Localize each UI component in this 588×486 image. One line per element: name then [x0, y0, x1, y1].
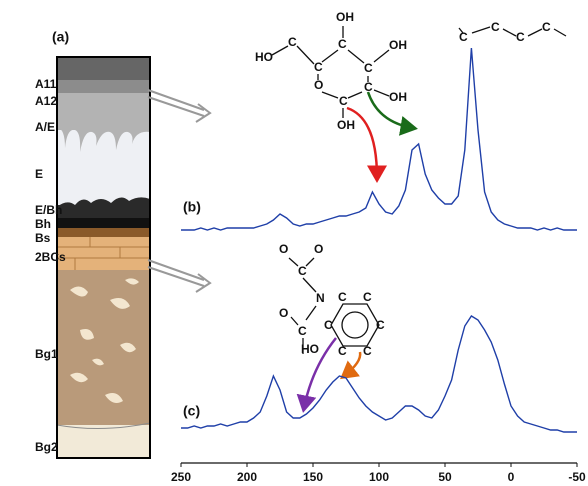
x-tick-label: 50 [438, 470, 452, 484]
x-tick-label: 100 [369, 470, 389, 484]
structure-label: C [338, 290, 347, 304]
horizon-label: Bg2 [35, 440, 58, 454]
x-tick-label: 200 [237, 470, 257, 484]
x-tick-label: 250 [171, 470, 191, 484]
x-tick-label: -50 [568, 470, 586, 484]
spectrum-line [181, 315, 577, 433]
structure-label: C [364, 80, 373, 94]
structure-label: O [279, 306, 288, 320]
structure-label: C [542, 20, 551, 34]
x-tick-label: 150 [303, 470, 323, 484]
structure-label: C [376, 318, 385, 332]
structure-label: C [491, 20, 500, 34]
structure-label: OH [336, 10, 354, 24]
structure-label: C [459, 30, 468, 44]
spectrum-line [181, 47, 577, 231]
structure-label: OH [389, 90, 407, 104]
horizon-label: A12 [35, 94, 57, 108]
structure-label: C [363, 290, 372, 304]
structure-label: OH [389, 38, 407, 52]
structure-label: OH [337, 118, 355, 132]
annotation-arrows [296, 91, 418, 413]
horizon-label: E/Bh [35, 203, 62, 217]
pointer-arrows [147, 89, 212, 293]
structure-label: C [298, 324, 307, 338]
structure-label: N [316, 291, 325, 305]
horizon-label: Bh [35, 217, 51, 231]
panel-label: (a) [52, 29, 69, 45]
structure-label: C [338, 37, 347, 51]
horizon-label: A/E [35, 120, 55, 134]
structure-label: C [288, 35, 297, 49]
structure-label: C [314, 60, 323, 74]
structure-label: C [363, 344, 372, 358]
panel-label: (b) [183, 199, 201, 215]
soil-column [56, 56, 151, 459]
structure-label: O [314, 242, 323, 256]
horizon-label: Bs [35, 231, 51, 245]
structure-label: C [339, 94, 348, 108]
structure-label: HO [255, 50, 273, 64]
x-tick-label: 0 [508, 470, 515, 484]
structure-label: C [324, 318, 333, 332]
structure-label: O [314, 78, 323, 92]
horizon-label: A11 [35, 77, 57, 91]
structure-label: C [516, 30, 525, 44]
structure-label: C [298, 264, 307, 278]
structure-label: HO [301, 342, 319, 356]
structure-bonds [271, 26, 567, 354]
structure-label: O [279, 242, 288, 256]
horizon-label: 2BCs [35, 250, 66, 264]
panel-label: (c) [183, 403, 200, 419]
structure-label: C [364, 61, 373, 75]
horizon-label: Bg1 [35, 347, 58, 361]
structure-label: C [338, 344, 347, 358]
horizon-label: E [35, 167, 43, 181]
